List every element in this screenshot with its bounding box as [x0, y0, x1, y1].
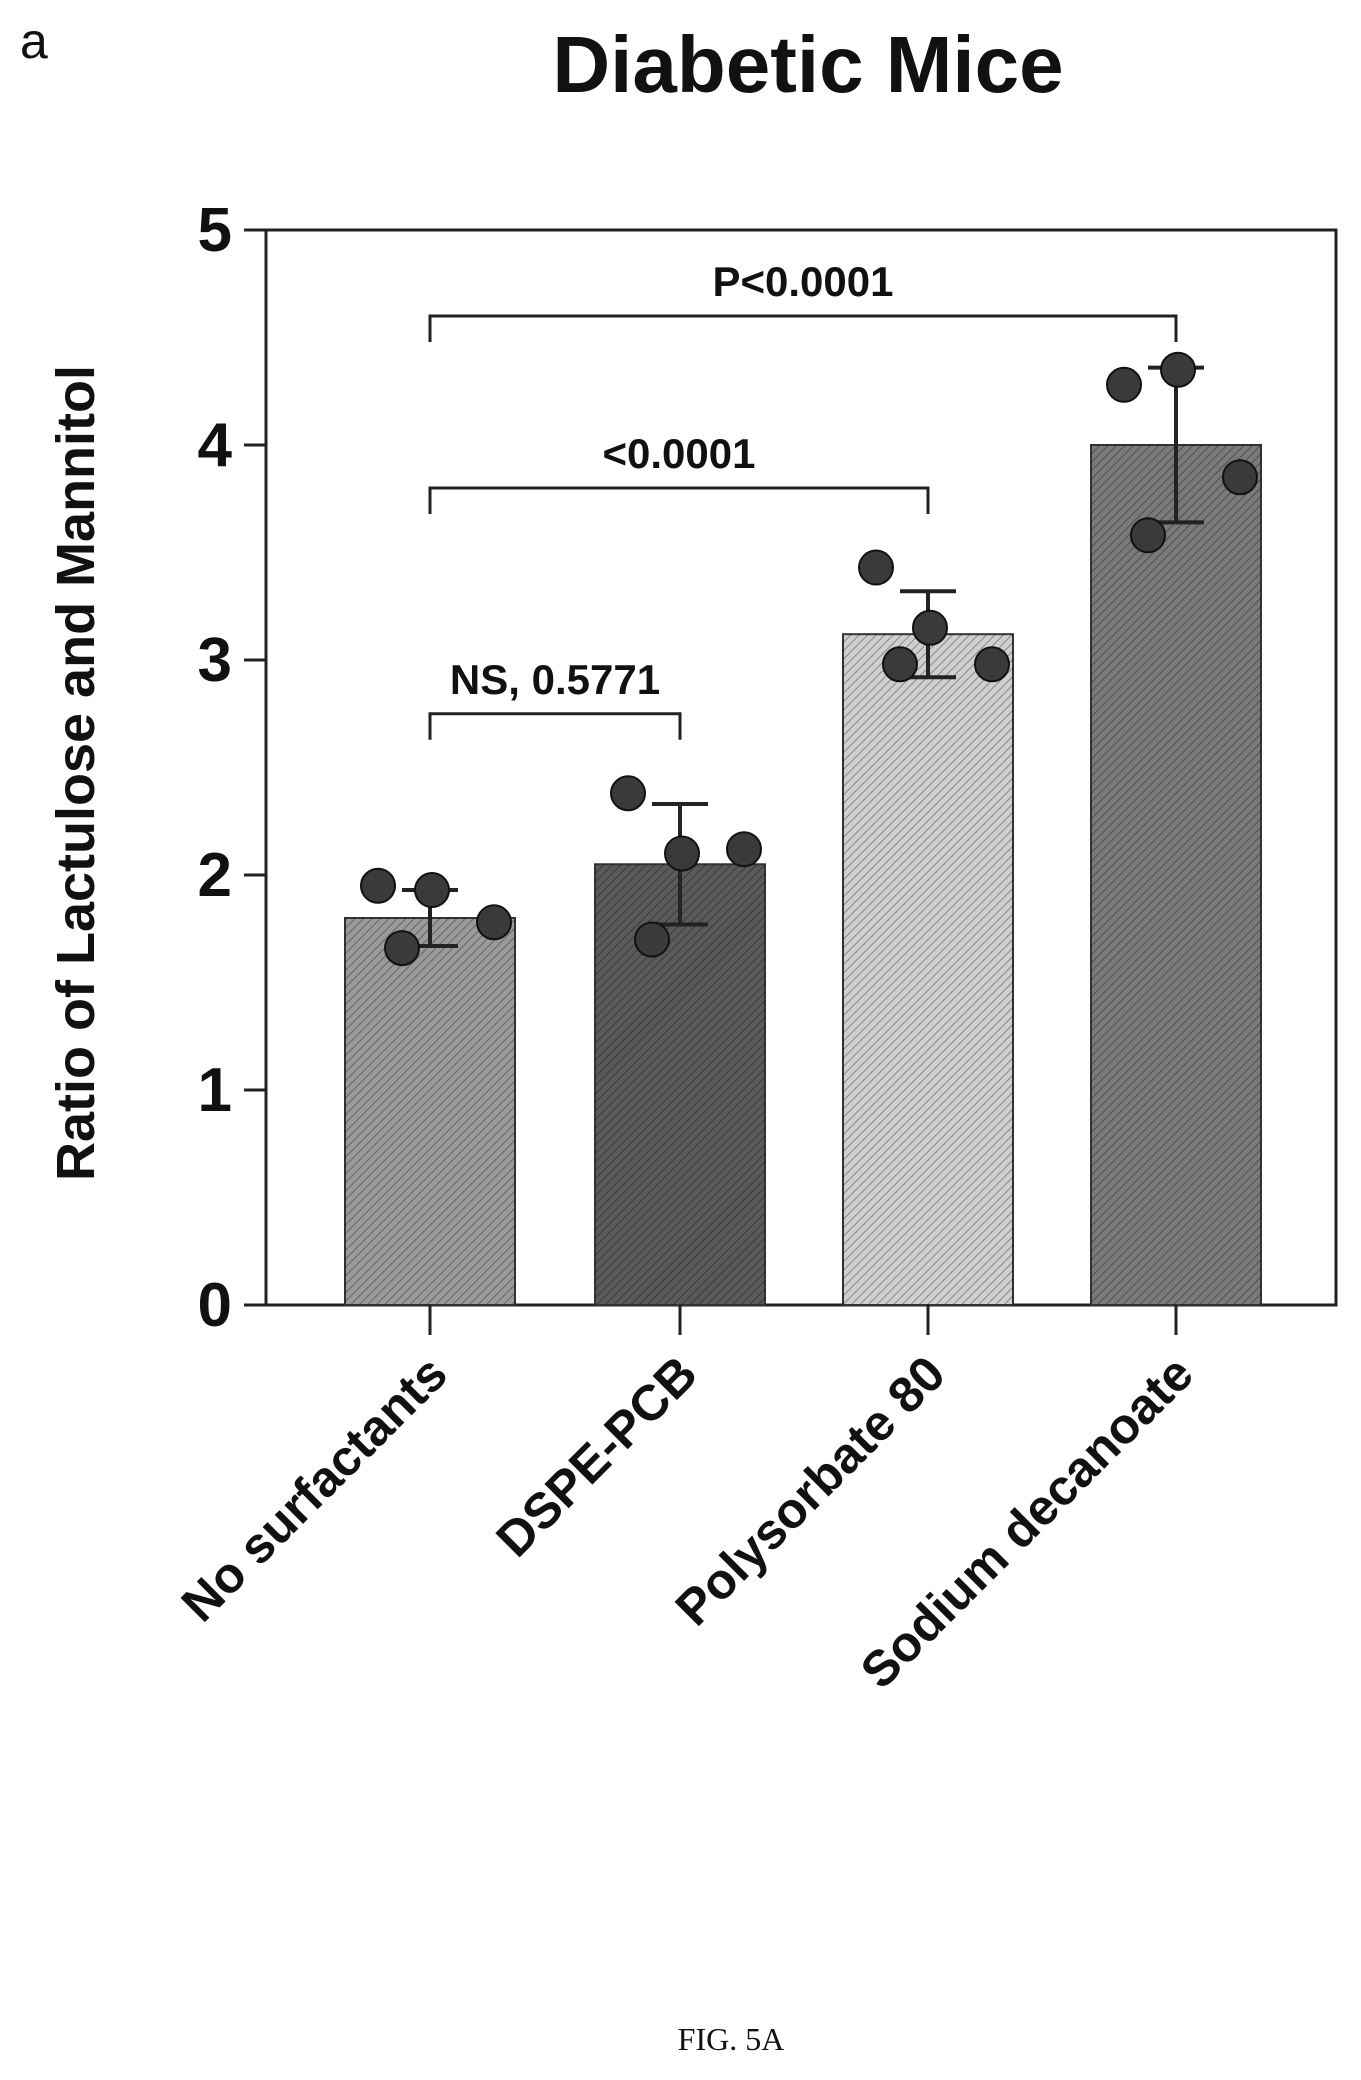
data-points [360, 351, 1258, 967]
chart-title: Diabetic Mice [552, 20, 1063, 109]
data-point [974, 646, 1010, 683]
significance-bracket [428, 712, 682, 740]
x-category-label: No surfactants [171, 1345, 458, 1632]
data-point [664, 835, 700, 872]
y-tick-label: 5 [198, 196, 232, 265]
significance-label: <0.0001 [603, 430, 756, 477]
significance-bracket [428, 486, 930, 514]
data-point [882, 646, 918, 683]
data-point [634, 921, 670, 958]
bar-hatch [595, 864, 765, 1305]
data-point [1160, 351, 1196, 388]
data-point [476, 904, 512, 941]
y-tick-label: 3 [198, 626, 232, 695]
data-point [1106, 366, 1142, 403]
bar-hatch [345, 918, 515, 1305]
significance-bracket [428, 314, 1178, 342]
y-tick-label: 2 [198, 841, 232, 910]
data-point [610, 775, 646, 812]
data-point [414, 872, 450, 909]
plot-frame [264, 228, 1338, 1307]
y-tick-label: 0 [198, 1271, 232, 1340]
significance-annotations: NS, 0.5771 <0.0001 P<0.0001 [428, 258, 1178, 740]
data-point [1222, 459, 1258, 496]
y-tick-label: 4 [198, 411, 233, 480]
bar-hatch [1091, 445, 1261, 1305]
data-point [726, 831, 762, 868]
y-tick-label: 1 [198, 1056, 232, 1125]
data-point [360, 867, 396, 904]
x-category-label: Polysorbate 80 [665, 1345, 956, 1636]
y-axis: 0 1 2 3 4 5 [198, 196, 266, 1340]
bars [344, 444, 1262, 1306]
y-axis-title: Ratio of Lactulose and Mannitol [46, 365, 106, 1181]
figure-caption: FIG. 5A [678, 2021, 785, 2057]
data-point [912, 609, 948, 646]
significance-label: P<0.0001 [712, 258, 893, 305]
panel-letter: a [20, 13, 48, 69]
bar-hatch [843, 634, 1013, 1305]
x-category-label: DSPE-PCB [485, 1345, 707, 1567]
data-point [1130, 517, 1166, 554]
data-point [858, 549, 894, 586]
significance-label: NS, 0.5771 [450, 656, 660, 703]
data-point [384, 930, 420, 967]
plot-border [264, 228, 1338, 1307]
